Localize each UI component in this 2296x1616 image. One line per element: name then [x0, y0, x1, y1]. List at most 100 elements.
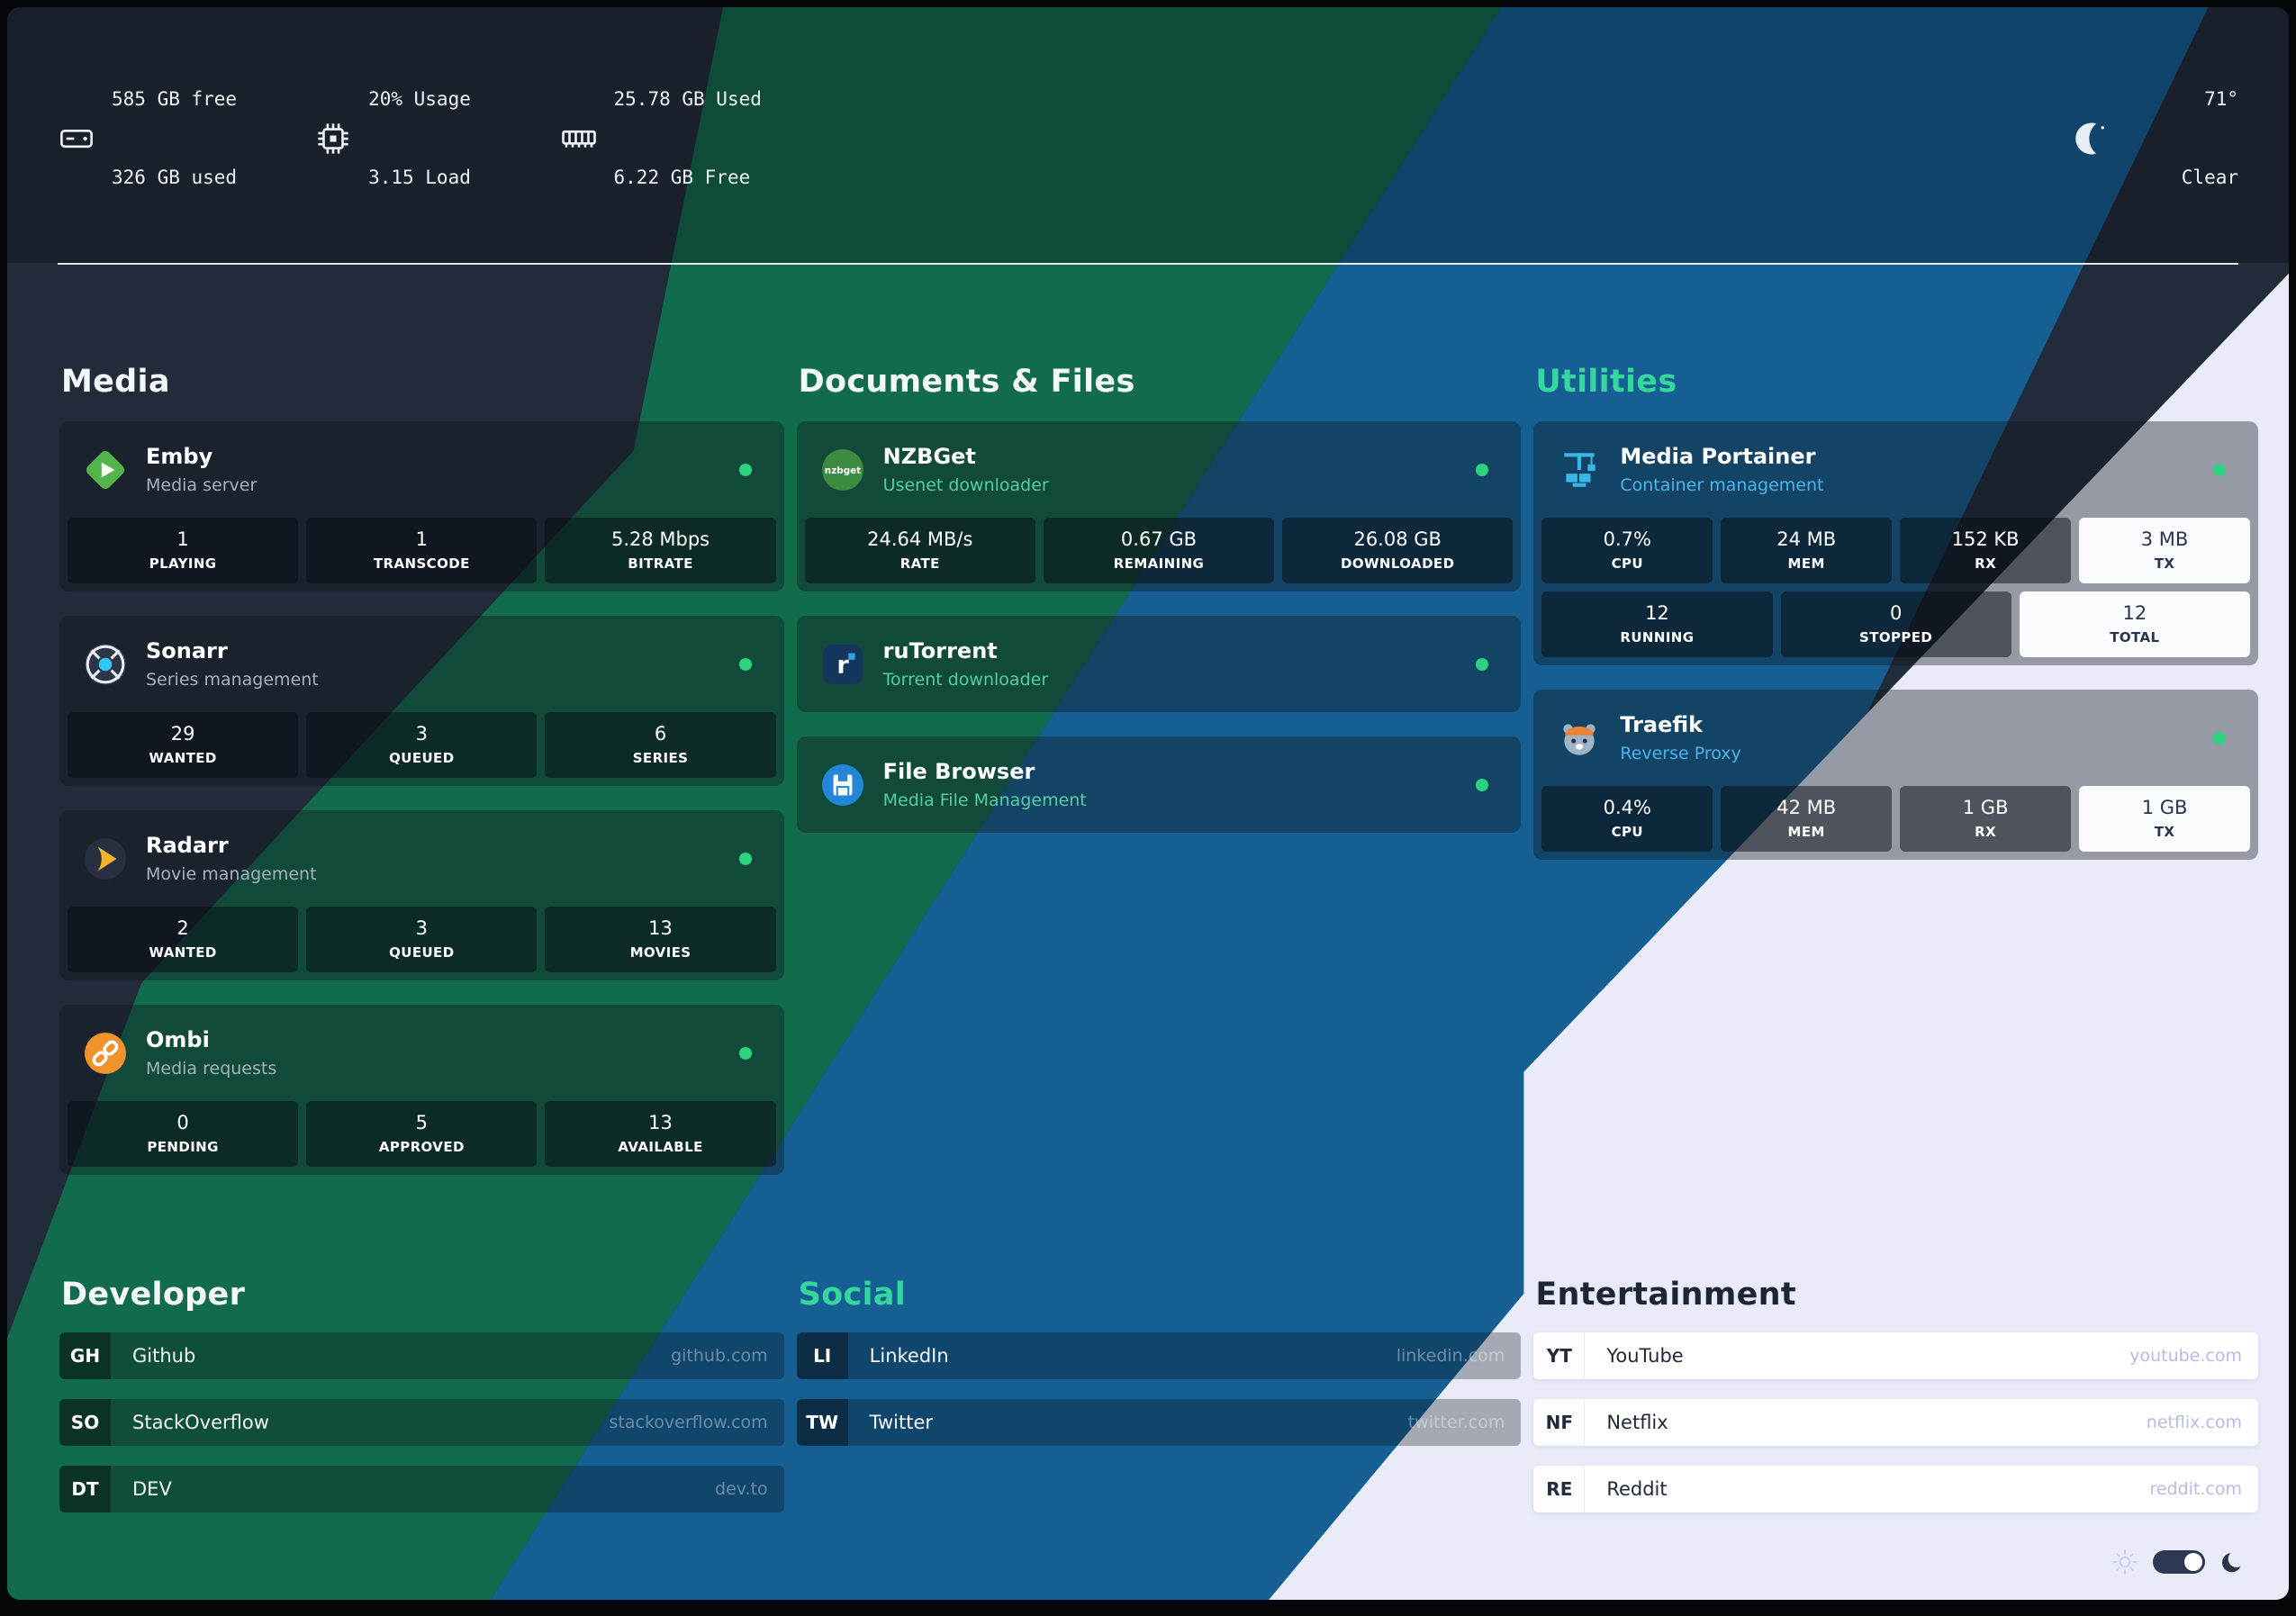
- theme-toggle[interactable]: [2153, 1550, 2205, 1574]
- bookmark-domain: youtube.com: [2129, 1346, 2242, 1366]
- container-crane-icon: [1564, 452, 1596, 487]
- status-dot: [738, 657, 752, 671]
- sonarr-circle-icon: [85, 643, 126, 685]
- bookmark-abbr: NF: [1533, 1399, 1586, 1446]
- status-dot: [738, 1046, 752, 1060]
- memory-free-text: 6.22 GB Free: [613, 167, 751, 188]
- service-title: Radarr: [146, 833, 229, 858]
- service-title: Traefik: [1620, 712, 1704, 737]
- service-card-emby[interactable]: Emby Media server 1 PLAYING 1 TRANSCODE 5.…: [59, 421, 784, 591]
- cpu-load-text: 3.15 Load: [368, 167, 471, 188]
- service-title: File Browser: [882, 759, 1035, 784]
- section-documents: Documents & Files nzbget NZBGet Usenet d…: [796, 265, 1522, 1199]
- stat-box: 2 WANTED: [68, 907, 299, 972]
- service-card-filebrowser[interactable]: File Browser Media File Management: [796, 736, 1522, 833]
- disk-stats: 585 GB free 326 GB used: [58, 34, 237, 243]
- bookmark-domain: stackoverflow.com: [609, 1413, 768, 1432]
- stat-box: 0 PENDING: [68, 1101, 299, 1167]
- service-card-sonarr[interactable]: Sonarr Series management 29 WANTED 3 QUEUE…: [59, 616, 784, 786]
- stat-box: 0.4% CPU: [1541, 786, 1713, 852]
- stat-box: 0 STOPPED: [1780, 591, 2011, 657]
- stat-box: 1 GB RX: [1900, 786, 2072, 852]
- bookmark-name: Twitter: [869, 1412, 934, 1433]
- disk-free-text: 585 GB free: [112, 88, 238, 110]
- bookmark-twitter[interactable]: TW Twitter twitter.com: [796, 1399, 1522, 1446]
- service-title: Media Portainer: [1620, 444, 1816, 469]
- stat-box: 3 QUEUED: [306, 712, 538, 778]
- gopher-mascot-icon: [1563, 723, 1596, 755]
- bookmark-domain: twitter.com: [1407, 1413, 1505, 1432]
- bookmark-github[interactable]: GH Github github.com: [59, 1332, 784, 1379]
- weather-temp-text: 71°: [2204, 88, 2238, 110]
- bookmark-abbr: TW: [796, 1399, 848, 1446]
- sun-icon[interactable]: [2111, 1548, 2139, 1576]
- bookmark-name: YouTube: [1606, 1345, 1684, 1367]
- bookmark-dev[interactable]: DT DEV dev.to: [59, 1466, 784, 1512]
- cpu-stats: 20% Usage 3.15 Load: [314, 34, 482, 243]
- section-title-entertainment: Entertainment: [1535, 1277, 1796, 1313]
- crescent-moon-icon: [2075, 122, 2104, 155]
- service-card-ombi[interactable]: Ombi Media requests 0 PENDING 5 APPROVED 1…: [59, 1005, 784, 1175]
- stat-box: 42 MB MEM: [1721, 786, 1893, 852]
- stat-box: 6 SERIES: [545, 712, 776, 778]
- bookmark-domain: reddit.com: [2149, 1479, 2242, 1499]
- service-subtitle: Series management: [146, 670, 319, 690]
- stat-box: 1 GB TX: [2079, 786, 2251, 852]
- service-card-traefik[interactable]: Traefik Reverse Proxy 0.4% CPU 42 MB MEM 1…: [1533, 690, 2258, 860]
- section-title-utilities: Utilities: [1535, 364, 1677, 400]
- service-title: ruTorrent: [882, 638, 998, 664]
- floppy-disk-icon: [821, 763, 863, 806]
- toggle-knob: [2184, 1553, 2202, 1571]
- stat-box: 13 AVAILABLE: [545, 1101, 776, 1167]
- disk-used-text: 326 GB used: [112, 167, 238, 188]
- stat-box: 12 TOTAL: [2019, 591, 2250, 657]
- bookmark-name: Reddit: [1606, 1478, 1668, 1500]
- section-title-documents: Documents & Files: [798, 364, 1135, 400]
- dashboard-page: 585 GB free 326 GB used 20% Usage 3.15 L…: [7, 7, 2289, 1600]
- cpu-icon: [318, 123, 348, 154]
- svg-text:nzbget: nzbget: [824, 465, 860, 476]
- stat-box: 24 MB MEM: [1721, 518, 1893, 583]
- service-subtitle: Media requests: [146, 1059, 277, 1079]
- theme-switcher: [2111, 1548, 2247, 1576]
- bookmark-name: Netflix: [1606, 1412, 1668, 1433]
- section-title-developer: Developer: [61, 1277, 246, 1313]
- section-social: Social LI LinkedIn linkedin.com TW Twitt…: [796, 1199, 1522, 1532]
- service-subtitle: Usenet downloader: [882, 475, 1049, 495]
- stat-box: 152 KB RX: [1900, 518, 2072, 583]
- moon-icon[interactable]: [2219, 1548, 2247, 1576]
- bookmark-linkedin[interactable]: LI LinkedIn linkedin.com: [796, 1332, 1522, 1379]
- service-subtitle: Media File Management: [882, 790, 1087, 810]
- bookmark-domain: github.com: [671, 1346, 768, 1366]
- bookmark-netflix[interactable]: NF Netflix netflix.com: [1533, 1399, 2258, 1446]
- system-stats-bar: 585 GB free 326 GB used 20% Usage 3.15 L…: [7, 7, 2289, 263]
- bookmark-name: Github: [132, 1345, 196, 1367]
- bookmark-youtube[interactable]: YT YouTube youtube.com: [1533, 1332, 2258, 1379]
- bookmark-abbr: SO: [59, 1399, 111, 1446]
- bookmark-reddit[interactable]: RE Reddit reddit.com: [1533, 1466, 2258, 1512]
- service-title: Sonarr: [146, 638, 228, 664]
- service-card-portainer[interactable]: Media Portainer Container management 0.7…: [1533, 421, 2258, 665]
- status-dot: [2213, 731, 2226, 745]
- stat-box: 13 MOVIES: [545, 907, 776, 972]
- stat-box: 0.7% CPU: [1541, 518, 1713, 583]
- bookmark-stackoverflow[interactable]: SO StackOverflow stackoverflow.com: [59, 1399, 784, 1446]
- section-utilities: Utilities Media Porta: [1533, 265, 2258, 1199]
- service-card-nzbget[interactable]: nzbget NZBGet Usenet downloader 24.64 MB…: [796, 421, 1522, 591]
- service-card-rutorrent[interactable]: r ruTorrent Torrent downloader: [796, 616, 1522, 712]
- section-developer: Developer GH Github github.com SO StackO…: [59, 1199, 784, 1532]
- bookmark-domain: linkedin.com: [1396, 1346, 1505, 1366]
- bookmark-name: DEV: [132, 1478, 172, 1500]
- status-dot: [1476, 657, 1489, 671]
- bookmark-domain: dev.to: [715, 1479, 768, 1499]
- service-title: NZBGet: [882, 444, 976, 469]
- bookmark-domain: netflix.com: [2146, 1413, 2242, 1432]
- topbar-divider: [58, 263, 2238, 265]
- stat-box: 26.08 GB DOWNLOADED: [1282, 518, 1514, 583]
- service-card-radarr[interactable]: Radarr Movie management 2 WANTED 3 QUEUED …: [59, 810, 784, 980]
- status-dot: [738, 463, 752, 476]
- nzbget-badge-icon: nzbget: [821, 448, 863, 491]
- emby-diamond-play-icon: [86, 450, 124, 489]
- bookmark-abbr: GH: [59, 1332, 111, 1379]
- hdd-icon: [60, 129, 93, 149]
